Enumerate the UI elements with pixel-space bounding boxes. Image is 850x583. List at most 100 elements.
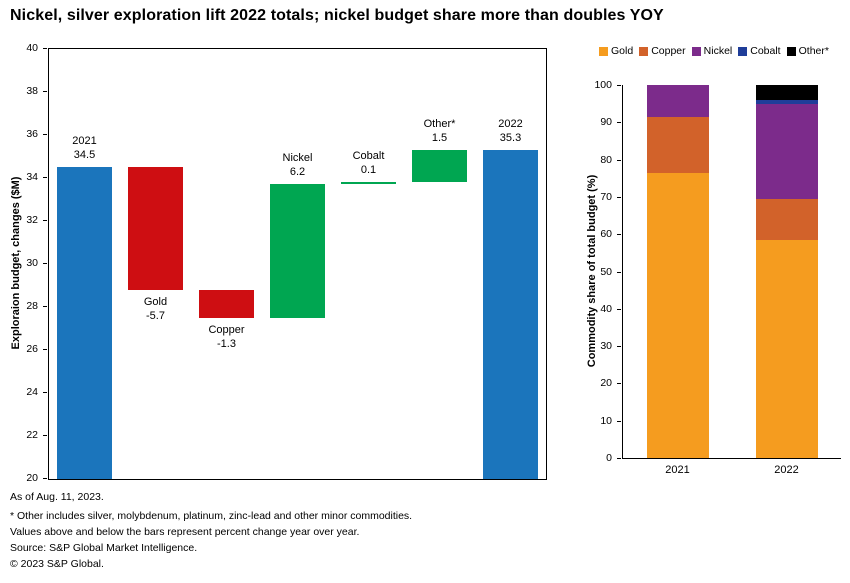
waterfall-bar-gold — [127, 167, 184, 290]
legend-item-other: Other* — [786, 45, 829, 57]
bar-value: 34.5 — [73, 149, 96, 162]
y-tick-label: 100 — [594, 79, 612, 91]
y-tick-label: 10 — [600, 414, 612, 427]
y-tick-mark — [617, 159, 621, 161]
legend-label: Nickel — [703, 45, 733, 57]
waterfall-plot-area: 2021 34.5 Gold -5.7 Copper -1.3 Nickel 6.2 Cobal… — [48, 48, 547, 480]
y-tick-mark — [43, 263, 47, 264]
y-tick-label: 38 — [26, 85, 38, 97]
waterfall-bar-label-gold: Gold -5.7 — [120, 295, 191, 323]
waterfall-bar-label-other: Other* 1.5 — [404, 117, 475, 145]
y-tick-mark — [43, 349, 47, 350]
y-tick-label: 24 — [26, 386, 38, 398]
waterfall-bar-nickel — [269, 184, 326, 318]
y-tick-label: 20 — [600, 377, 612, 390]
y-tick-mark — [617, 122, 621, 124]
y-tick-label: 0 — [606, 452, 612, 464]
y-tick-mark — [617, 458, 621, 459]
y-tick-mark — [43, 306, 47, 307]
x-tick-label-2022: 2022 — [774, 464, 799, 476]
y-tick-mark — [43, 177, 47, 178]
legend-item-nickel: Nickel — [691, 45, 733, 57]
legend-swatch-other — [786, 46, 796, 56]
footnote-line: © 2023 S&P Global. — [10, 558, 104, 570]
bar-value: -1.3 — [217, 337, 236, 350]
y-tick-mark — [617, 383, 621, 385]
stacked-segment-nickel-2022 — [755, 103, 818, 199]
y-tick-label: 34 — [26, 171, 38, 183]
stacked-segment-gold-2022 — [755, 239, 818, 458]
y-tick-mark — [43, 220, 47, 221]
y-tick-label: 90 — [600, 116, 612, 129]
stacked-segment-copper-2022 — [755, 198, 818, 240]
legend-item-gold: Gold — [599, 45, 633, 57]
footnotes: As of Aug. 11, 2023. * Other includes sil… — [10, 489, 412, 572]
legend-swatch-copper — [639, 46, 649, 56]
waterfall-bar-2022 — [482, 150, 539, 479]
bar-name: Nickel — [282, 152, 313, 165]
waterfall-bar-label-2022: 2022 35.3 — [475, 117, 546, 145]
stacked-segment-cobalt-2022 — [755, 99, 818, 104]
y-tick-label: 40 — [26, 42, 38, 54]
legend-item-copper: Copper — [639, 45, 686, 57]
waterfall-bar-cobalt — [340, 182, 397, 185]
legend-swatch-gold — [599, 46, 609, 56]
bar-name: 2022 — [498, 118, 523, 131]
bar-value: 0.1 — [360, 164, 377, 177]
stacked-plot-area: 2021 2022 — [622, 85, 841, 476]
waterfall-bar-label-cobalt: Cobalt 0.1 — [333, 149, 404, 177]
y-tick-mark — [617, 271, 621, 273]
legend-swatch-nickel — [691, 46, 701, 56]
bar-name: Cobalt — [352, 150, 385, 163]
bar-name: 2021 — [72, 135, 97, 148]
legend-label: Gold — [611, 45, 634, 57]
waterfall-bar-other — [411, 150, 468, 183]
bar-value: 1.5 — [431, 132, 448, 145]
x-tick-label-2021: 2021 — [665, 464, 690, 476]
y-tick-label: 36 — [26, 128, 38, 140]
waterfall-bar-label-2021: 2021 34.5 — [49, 134, 120, 162]
footnote-line: Source: S&P Global Market Intelligence. — [10, 542, 198, 554]
y-tick-label: 28 — [26, 300, 38, 312]
footnote-line: Values above and below the bars represen… — [10, 526, 360, 538]
y-tick-label: 20 — [26, 472, 38, 484]
waterfall-bar-label-nickel: Nickel 6.2 — [262, 151, 333, 179]
bar-name: Other* — [423, 118, 456, 131]
stacked-segment-nickel-2021 — [646, 85, 709, 117]
waterfall-y-axis: 20 22 24 26 28 30 32 34 36 38 40 — [0, 42, 47, 484]
y-tick-mark — [617, 420, 621, 422]
y-tick-label: 60 — [600, 228, 612, 241]
y-tick-mark — [617, 308, 621, 310]
legend-label: Cobalt — [750, 45, 781, 57]
y-tick-mark — [43, 134, 47, 135]
footnote-line: As of Aug. 11, 2023. — [10, 491, 104, 503]
y-tick-mark — [617, 346, 621, 348]
bar-name: Gold — [143, 295, 168, 308]
y-tick-mark — [617, 85, 621, 86]
bar-value: 6.2 — [289, 166, 306, 179]
y-tick-mark — [617, 196, 621, 198]
y-tick-label: 80 — [600, 153, 612, 166]
stacked-segment-other-2022 — [755, 85, 818, 100]
y-tick-label: 22 — [26, 429, 38, 441]
legend-item-cobalt: Cobalt — [738, 45, 781, 57]
legend: Gold Copper Nickel Cobalt Other* — [584, 45, 844, 57]
y-tick-mark — [43, 478, 47, 479]
footnote-line: * Other includes silver, molybdenum, pla… — [10, 510, 413, 522]
stacked-segment-copper-2021 — [646, 116, 709, 173]
waterfall-bar-label-copper: Copper -1.3 — [191, 323, 262, 351]
y-tick-label: 70 — [600, 190, 612, 203]
waterfall-bar-copper — [198, 289, 255, 318]
legend-label: Copper — [651, 45, 686, 57]
stacked-y-axis: 0 10 20 30 40 50 60 70 80 90 100 — [576, 79, 621, 464]
y-tick-mark — [43, 392, 47, 393]
waterfall-bar-2021 — [56, 167, 113, 479]
stacked-segment-gold-2021 — [646, 172, 709, 458]
y-tick-label: 30 — [600, 340, 612, 353]
y-tick-mark — [43, 48, 47, 49]
bar-value: -5.7 — [146, 309, 165, 322]
y-tick-label: 32 — [26, 214, 38, 226]
y-tick-label: 30 — [26, 257, 38, 269]
bar-name: Copper — [208, 323, 245, 336]
